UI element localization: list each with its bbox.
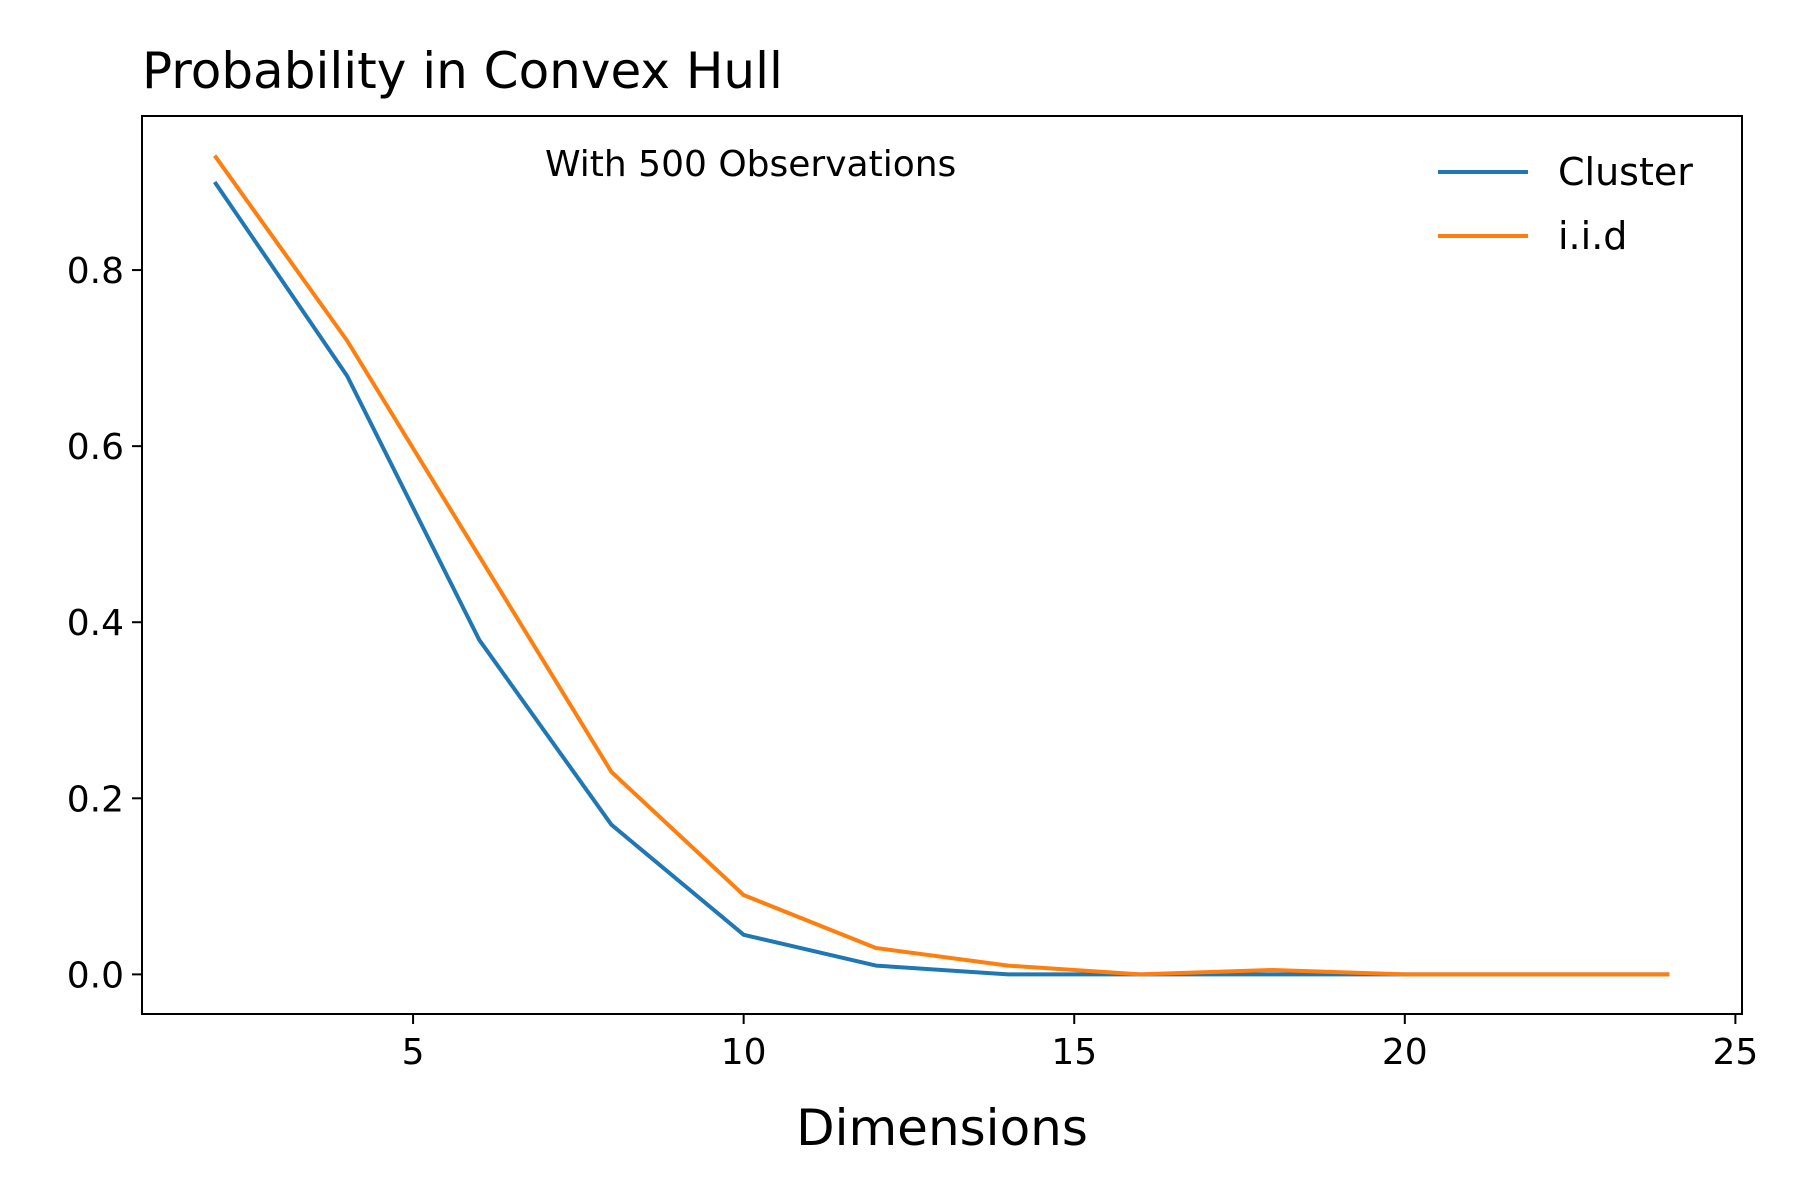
legend-item-i-i-d: i.i.d [1438,214,1627,258]
x-tick-label: 10 [721,1032,767,1073]
legend-label: Cluster [1558,150,1693,194]
series-line-i-i-d [213,154,1670,977]
x-axis: 5 10 15 20 25 [402,1014,1758,1073]
chart-title: Probability in Convex Hull [142,42,783,100]
y-tick-label: 0.2 [67,779,124,820]
plot-area-frame [141,115,1743,1015]
legend-item-cluster: Cluster [1438,150,1693,194]
chart-annotation: With 500 Observations [545,144,956,185]
x-axis-label: Dimensions [796,1099,1088,1157]
y-tick-label: 0.6 [67,427,124,468]
legend: Cluster i.i.d [1438,150,1693,258]
x-tick-label: 5 [402,1032,425,1073]
x-tick-label: 25 [1712,1032,1758,1073]
legend-label: i.i.d [1558,214,1627,258]
y-tick-label: 0.0 [67,955,124,996]
series-layer [213,154,1670,977]
series-line-cluster [213,180,1670,977]
y-axis: 0.0 0.2 0.4 0.6 0.8 [67,251,142,996]
y-tick-label: 0.4 [67,603,124,644]
x-tick-label: 15 [1051,1032,1097,1073]
x-tick-label: 20 [1382,1032,1428,1073]
y-tick-label: 0.8 [67,251,124,292]
